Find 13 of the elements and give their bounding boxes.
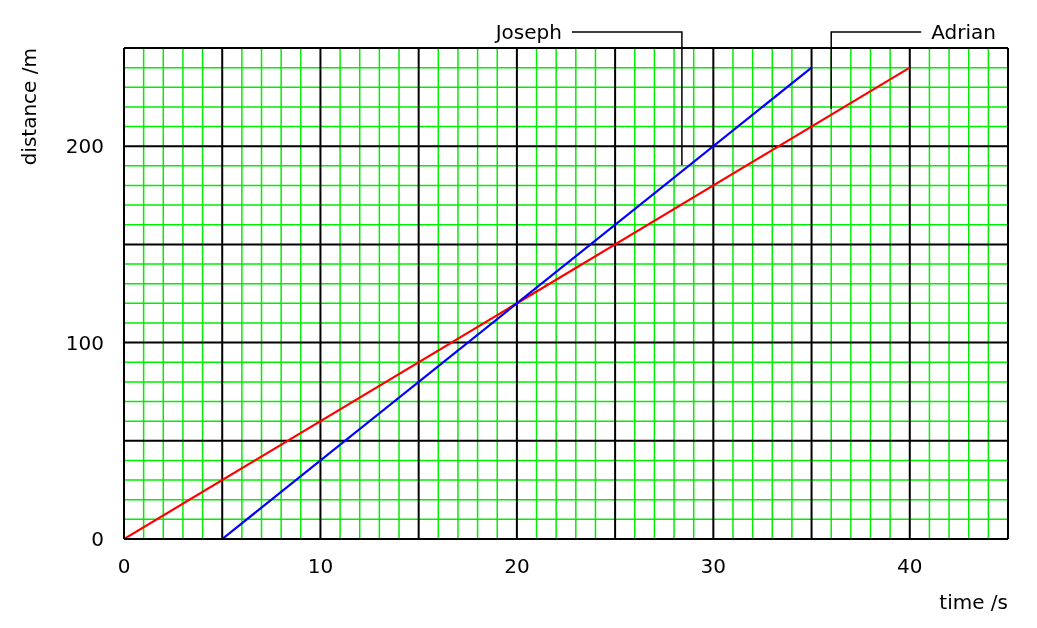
y-tick-label: 0 (91, 527, 104, 552)
y-tick-label: 200 (65, 134, 104, 159)
x-tick-label: 20 (504, 554, 530, 579)
y-tick-label: 100 (65, 330, 104, 355)
x-tick-label: 0 (117, 554, 131, 579)
x-tick-label: 40 (897, 554, 923, 579)
callout-label: Adrian (830, 20, 996, 110)
callout-label: Joseph (495, 20, 683, 167)
x-tick-label: 10 (307, 554, 334, 579)
series-label: Adrian (931, 20, 996, 44)
x-tick-label: 30 (700, 554, 727, 579)
x-axis-title: time /s (939, 590, 1008, 614)
y-axis-title: distance /m (17, 48, 41, 166)
